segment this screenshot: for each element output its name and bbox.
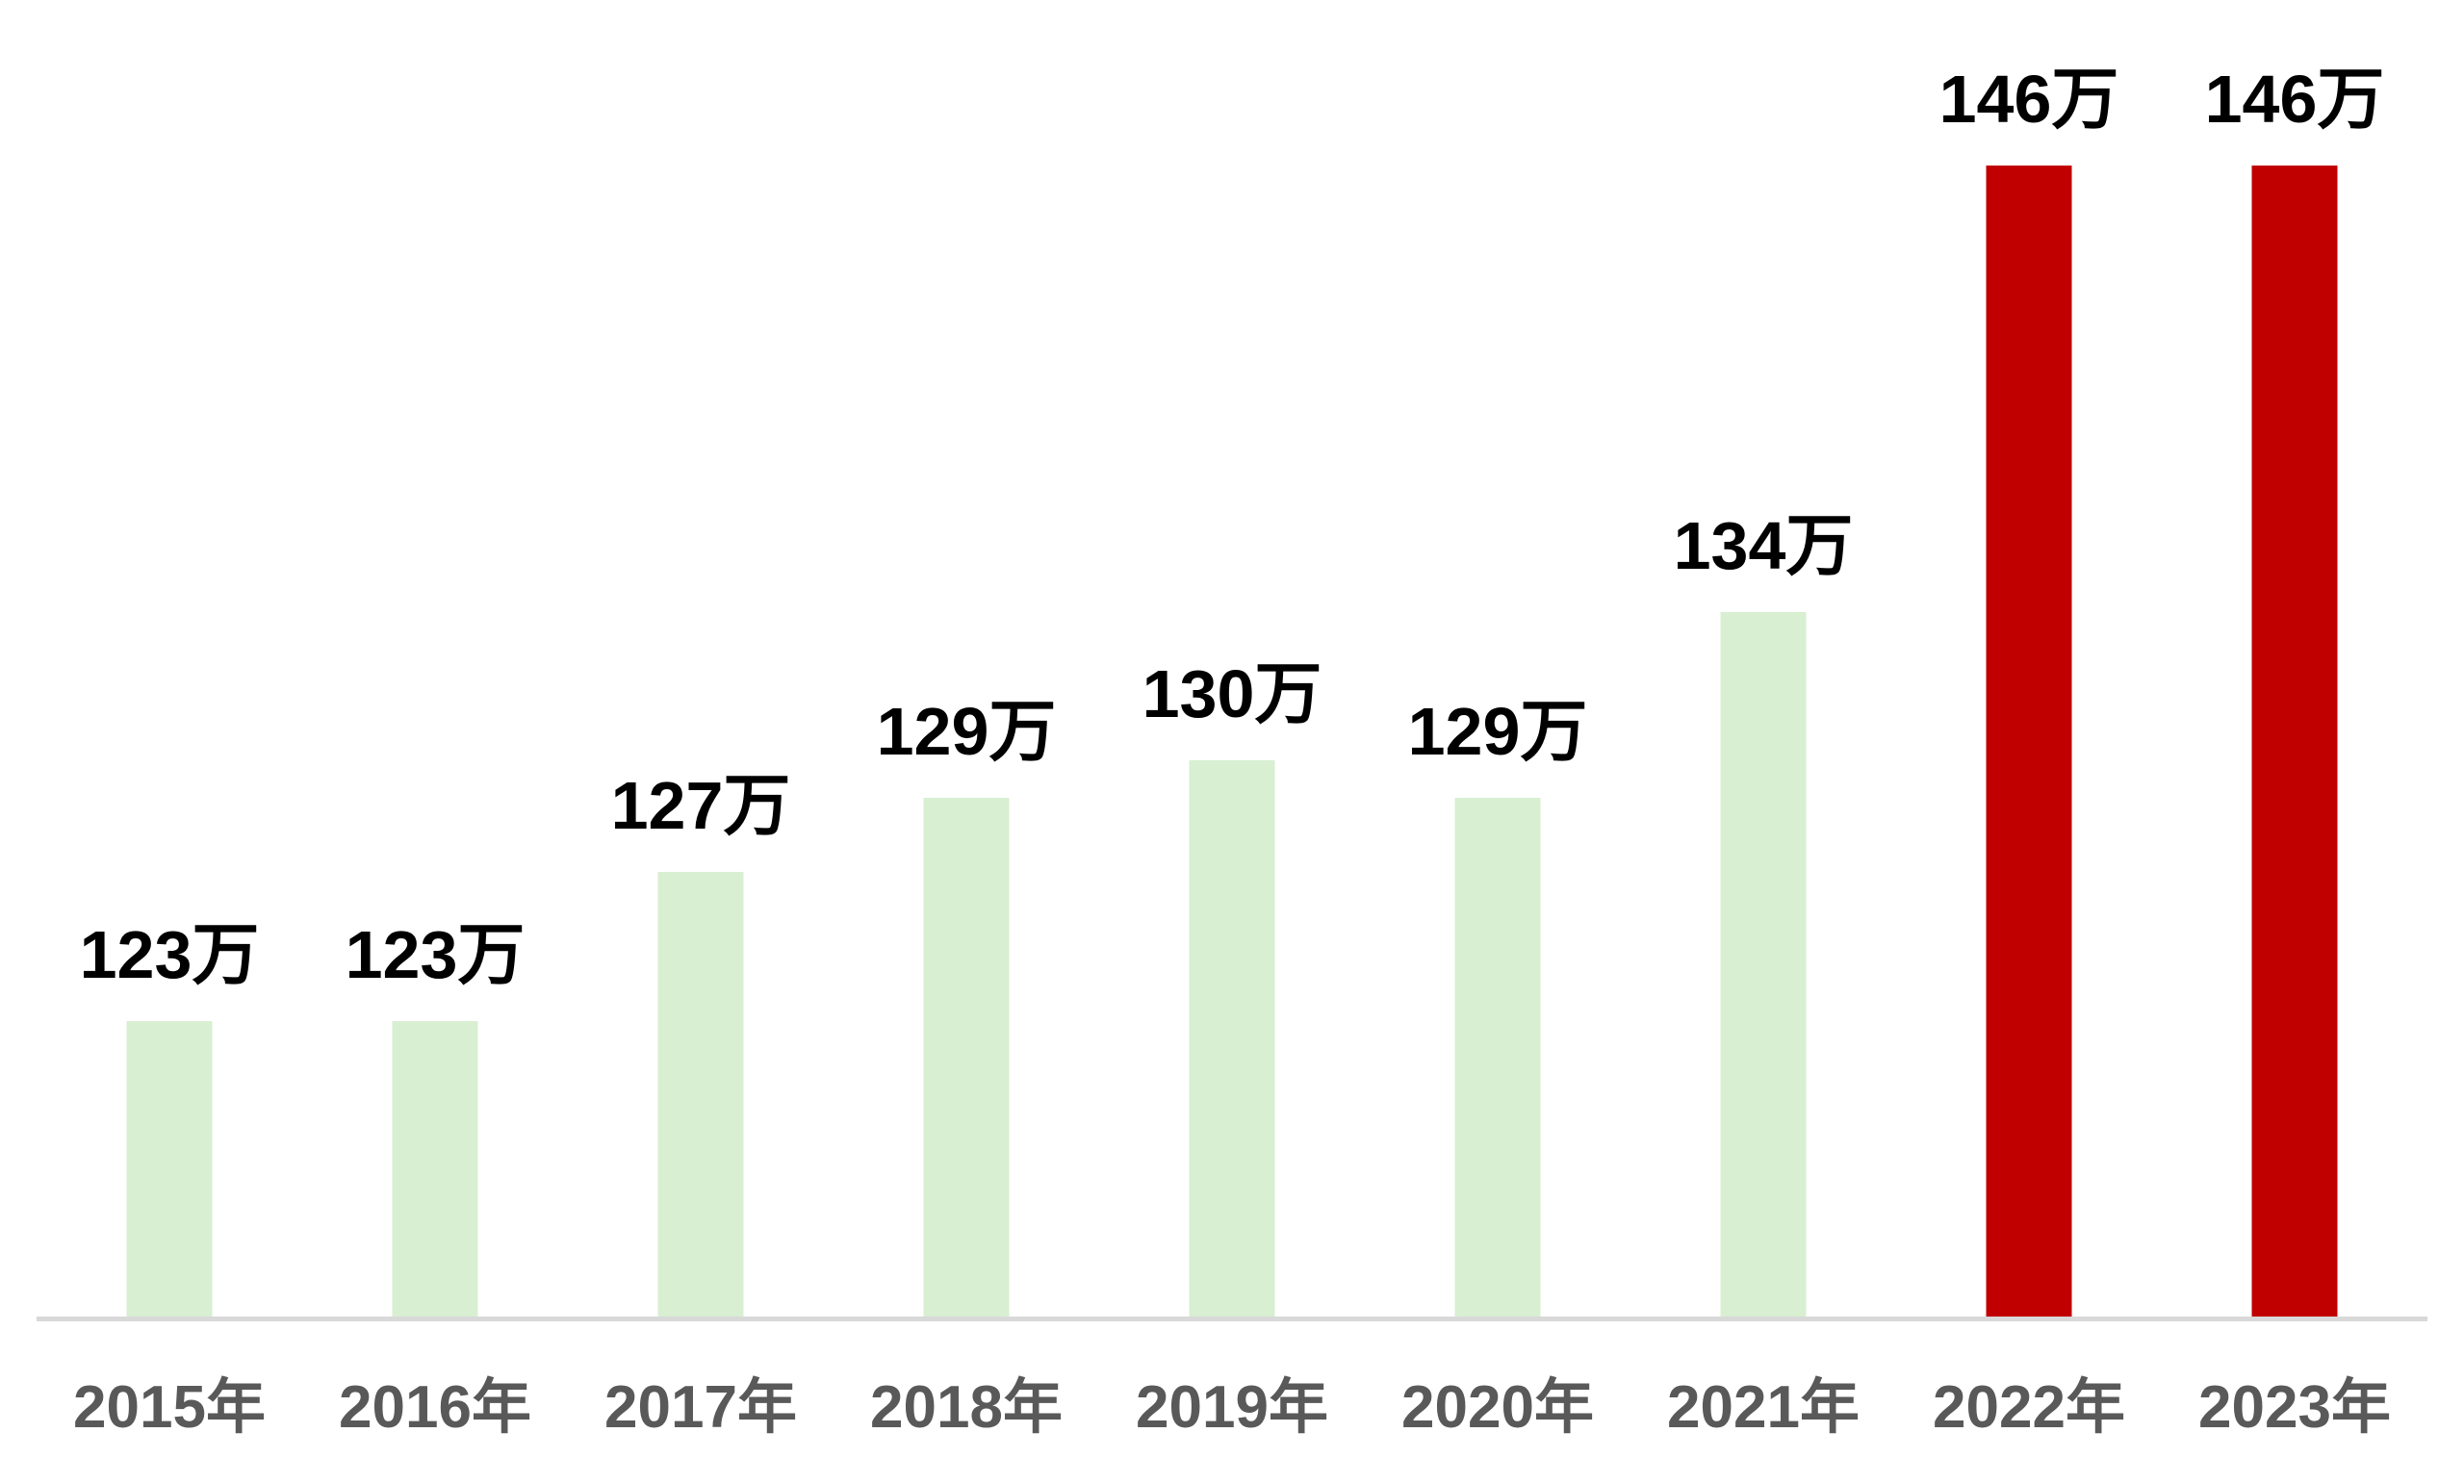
plot-area: 123万 123万 127万 129万 130万 129万 134万 146万 146万 <box>37 0 2427 1318</box>
x-axis-label: 2016年 <box>339 1374 531 1441</box>
x-axis-label: 2021年 <box>1667 1374 1860 1441</box>
bar <box>2251 166 2338 1318</box>
bar-slot: 146万 <box>2162 0 2427 1318</box>
bar <box>1454 798 1541 1318</box>
x-axis-label: 2015年 <box>73 1374 266 1441</box>
bar-value-label: 129万 <box>876 693 1057 769</box>
bar-slot: 127万 <box>568 0 834 1318</box>
x-axis-label: 2022年 <box>1933 1374 2125 1441</box>
x-axis-label: 2018年 <box>870 1374 1063 1441</box>
bar-value-label: 123万 <box>79 916 260 992</box>
bar-slot: 146万 <box>1896 0 2162 1318</box>
bar-slot: 130万 <box>1099 0 1365 1318</box>
bar-value-label: 123万 <box>345 916 526 992</box>
bar-value-label: 130万 <box>1142 655 1322 731</box>
bar-value-label: 127万 <box>610 767 791 843</box>
bar-value-label: 146万 <box>1938 61 2119 137</box>
bar-value-label: 129万 <box>1407 693 1588 769</box>
bar <box>923 798 1010 1318</box>
bar-slot: 129万 <box>834 0 1099 1318</box>
bar-slot: 134万 <box>1630 0 1896 1318</box>
bar-slot: 123万 <box>302 0 568 1318</box>
bar <box>126 1021 213 1318</box>
x-axis-labels: 2015年 2016年 2017年 2018年 2019年 2020年 2021年 2022年… <box>37 1378 2427 1438</box>
x-axis-label: 2023年 <box>2198 1374 2391 1441</box>
x-axis-label: 2017年 <box>604 1374 797 1441</box>
bar-slot: 123万 <box>37 0 302 1318</box>
bar <box>1720 612 1807 1318</box>
bar <box>657 872 744 1318</box>
bar-slot: 129万 <box>1365 0 1630 1318</box>
bar-value-label: 146万 <box>2204 61 2385 137</box>
x-axis-label: 2020年 <box>1401 1374 1594 1441</box>
x-axis-label: 2019年 <box>1136 1374 1328 1441</box>
bar <box>1189 760 1275 1318</box>
bar-value-label: 134万 <box>1673 507 1854 583</box>
bar <box>1986 166 2072 1318</box>
x-axis-line <box>37 1317 2427 1321</box>
bar <box>392 1021 478 1318</box>
